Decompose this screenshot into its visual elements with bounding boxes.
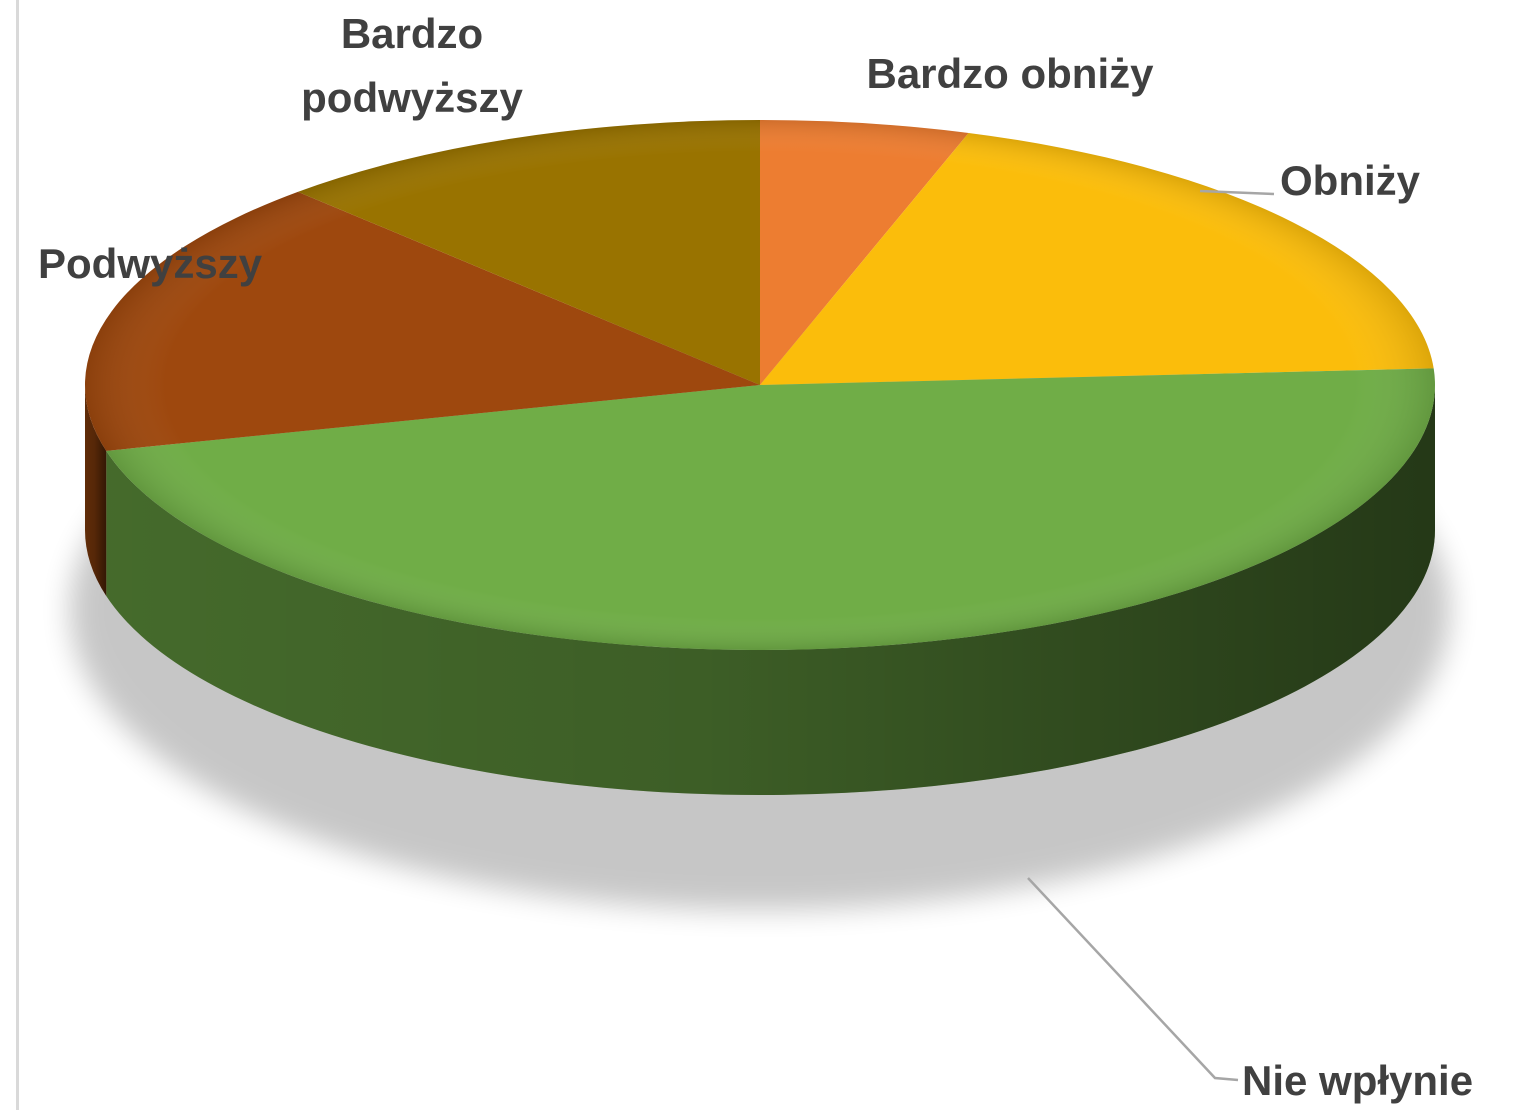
pie-top-edge-shade xyxy=(85,120,1435,650)
pie-side-shade-podwyzszy xyxy=(85,385,107,596)
data-labels: Bardzo obniży Obniży Nie wpłynie Podwyższy B… xyxy=(38,10,1473,1104)
leader-lines xyxy=(1027,189,1275,1082)
data-label-line: Bardzo xyxy=(341,10,483,57)
data-label-line: podwyższy xyxy=(301,74,523,121)
data-label-obnizy: Obniży xyxy=(1280,157,1421,204)
data-label-line: Nie wpłynie xyxy=(1242,1057,1473,1104)
data-label-nie-wplynie: Nie wpłynie xyxy=(1242,1057,1473,1104)
data-label-line: Podwyższy xyxy=(38,240,263,287)
data-label-bardzo-podwyzszy: Bardzo podwyższy xyxy=(301,10,523,121)
leader-line-nie-wplynie xyxy=(1027,877,1239,1082)
chart-border-left xyxy=(16,0,19,1110)
data-label-line: Bardzo obniży xyxy=(866,50,1154,97)
pie-tops xyxy=(84,120,1435,650)
leader-line-obnizy xyxy=(1199,189,1275,196)
pie-sides xyxy=(85,385,1436,796)
data-label-line: Obniży xyxy=(1280,157,1421,204)
data-label-bardzo-obnizy: Bardzo obniży xyxy=(866,50,1154,97)
pie-side-shade-nie-wplynie xyxy=(106,385,1436,796)
data-label-podwyzszy: Podwyższy xyxy=(38,240,263,287)
